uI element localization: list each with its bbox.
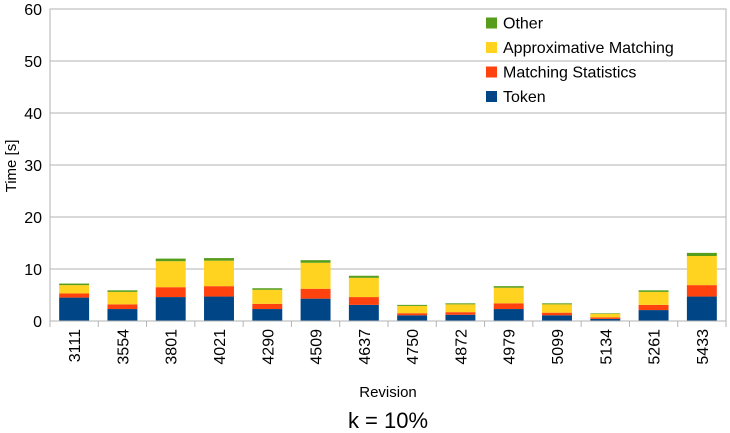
bar-segment-matching-statistics [155,287,186,298]
x-tick-label: 5261 [647,329,664,365]
bar-segment-other [493,286,524,288]
bar-segment-other [300,260,331,263]
bar-segment-other [686,252,717,256]
bar-segment-other [638,290,669,292]
plot-border [49,8,727,322]
y-tick-label: 30 [24,158,42,175]
bar-segment-matching-statistics [542,312,572,316]
bar-segment-matching-statistics [59,293,90,298]
bar-segment-token [300,298,331,321]
bar-segment-approximative-matching [397,305,428,314]
bar-segment-matching-statistics [590,317,621,319]
legend-label: Approximative Matching [503,40,674,57]
x-tick-label: 3554 [115,329,132,365]
bar-segment-matching-statistics [204,286,234,297]
bar-segment-approximative-matching [348,277,379,298]
bar-segment-token [638,310,669,321]
bar-segment-approximative-matching [686,256,717,286]
legend-swatch [486,17,497,29]
bar-segment-matching-statistics [252,303,283,310]
bar-segment-approximative-matching [493,287,524,304]
bars [59,252,717,321]
bar-segment-other [155,258,186,262]
bar-segment-matching-statistics [638,304,669,311]
legend: Other Approximative Matching Matching Stat… [486,16,674,106]
x-axis-label: Revision [359,384,417,401]
x-tick-label: 4979 [502,329,519,365]
legend-label: Matching Statistics [503,65,636,82]
x-tick-label: 4021 [212,329,229,365]
legend-label: Other [503,16,544,33]
bar-segment-other [348,275,379,278]
y-tick-label: 50 [24,54,42,71]
y-tick-label: 20 [24,210,42,227]
bar-segment-other [252,288,283,290]
legend-swatch [486,42,497,53]
bar-segment-approximative-matching [204,260,234,287]
x-tick-label: 4290 [260,329,277,365]
y-tick-labels: 0 10 20 30 40 50 60 [24,2,42,331]
bar-segment-other [542,303,572,305]
bar-segment-other [590,313,621,314]
bar-segment-token [590,318,621,321]
bar-segment-token [686,296,717,321]
bar-segment-other [59,283,90,286]
bar-segment-approximative-matching [590,313,621,318]
bar-segment-token [107,309,138,321]
bar-segment-matching-statistics [107,304,138,310]
bar-segment-approximative-matching [107,291,138,305]
bar-segment-other [204,258,234,261]
bar-segment-approximative-matching [59,285,90,294]
x-tick-label: 4750 [405,329,422,365]
x-tick-label: 5433 [695,329,712,365]
chart-caption: k = 10% [348,408,428,433]
bar-segment-token [397,315,428,321]
bar-segment-approximative-matching [155,261,186,288]
y-tick-label: 10 [24,262,42,279]
plot-frame [49,8,727,322]
bar-segment-matching-statistics [686,285,717,297]
bar-segment-approximative-matching [300,262,331,289]
legend-swatch [486,91,497,102]
y-tick-label: 60 [24,2,42,19]
bar-segment-approximative-matching [445,304,476,313]
bar-segment-approximative-matching [638,291,669,305]
bar-segment-other [397,304,428,306]
x-tick-labels: 3111 3554 3801 4021 4290 4509 4637 4750 4872 4979… [49,321,727,365]
bar-segment-matching-statistics [493,303,524,310]
bar-segment-token [204,296,234,321]
y-tick-label: 40 [24,106,42,123]
bar-segment-token [542,315,572,321]
bar-segment-token [445,314,476,321]
bar-segment-matching-statistics [445,312,476,315]
y-tick-label: 0 [33,314,42,331]
x-tick-label: 4637 [357,329,374,365]
x-tick-label: 3801 [164,329,181,365]
bar-segment-token [493,309,524,321]
y-axis-label: Time [s] [3,140,20,193]
bar-segment-approximative-matching [542,304,572,313]
bar-segment-matching-statistics [300,288,331,299]
x-tick-label: 5099 [550,329,567,365]
legend-label: Token [503,89,546,106]
bar-segment-token [348,304,379,321]
bar-segment-other [107,290,138,292]
bar-segment-token [252,309,283,321]
x-tick-label: 3111 [67,329,84,362]
x-tick-label: 5134 [598,329,615,365]
bar-segment-token [155,297,186,321]
bar-segment-matching-statistics [397,313,428,316]
bar-segment-approximative-matching [252,289,283,304]
bar-segment-token [59,297,90,321]
legend-swatch [486,66,497,78]
bar-segment-matching-statistics [348,297,379,305]
x-tick-label: 4872 [453,329,470,365]
x-tick-label: 4509 [309,329,326,365]
bar-segment-other [445,303,476,305]
